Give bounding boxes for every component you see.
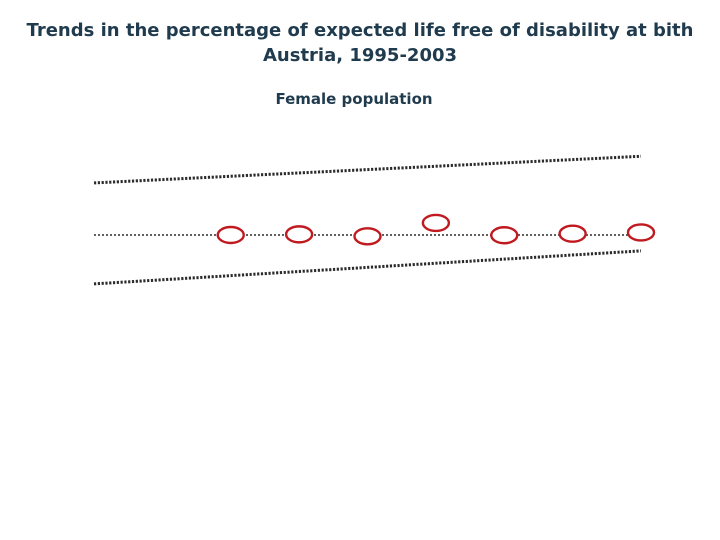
chart-subtitle: Female population [275,90,433,108]
trend-lower-line [93,249,642,286]
data-point [626,223,656,242]
data-point [216,225,245,245]
data-point [284,225,314,244]
data-point [558,224,587,243]
trend-upper-line [93,154,642,185]
chart-title: Trends in the percentage of expected lif… [0,18,720,68]
data-point [490,226,519,245]
chart-title-line-1: Trends in the percentage of expected lif… [26,20,694,41]
data-point [353,227,382,246]
chart-title-line-2: Austria, 1995-2003 [262,45,458,66]
data-point [421,213,451,233]
